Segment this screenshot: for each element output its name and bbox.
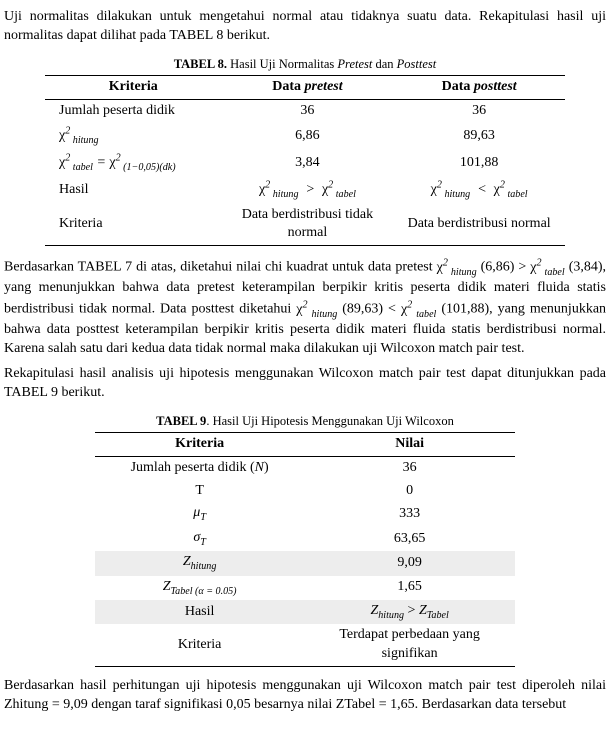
table8-hasil-post: χ2 hitung < χ2 tabel xyxy=(393,177,565,204)
table9-sigma-label: σT xyxy=(95,527,304,551)
table9-zhit-label: Zhitung xyxy=(95,551,304,575)
table9-h-kriteria: Kriteria xyxy=(95,432,304,456)
table8-title-mid: dan xyxy=(372,57,396,71)
chi-hitung-inline-2: χ2 hitung xyxy=(296,302,337,317)
table8-row-jumlah: Jumlah peserta didik 36 36 xyxy=(45,99,565,122)
table9-title-rest: . Hasil Uji Hipotesis Menggunakan Uji Wi… xyxy=(206,414,454,428)
table9-row-kriteria: Kriteria Terdapat perbedaan yang signifi… xyxy=(95,624,515,666)
table9-krit-val: Terdapat perbedaan yang signifikan xyxy=(304,624,515,666)
table8-row-chi-hitung: χ2 hitung 6,86 89,63 xyxy=(45,122,565,149)
table9-row-sigma: σT 63,65 xyxy=(95,527,515,551)
table9-krit-label: Kriteria xyxy=(95,624,304,666)
table9-n-val: 36 xyxy=(304,456,515,479)
table9-row-mu: μT 333 xyxy=(95,502,515,526)
table9-row-n: Jumlah peserta didik (N) 36 xyxy=(95,456,515,479)
table9-mu-val: 333 xyxy=(304,502,515,526)
table9-zhit-val: 9,09 xyxy=(304,551,515,575)
table9-row-t: T 0 xyxy=(95,480,515,503)
after-t8-a: Berdasarkan TABEL 7 di atas, diketahui n… xyxy=(4,260,437,275)
table8-chi-hitung-pre: 6,86 xyxy=(222,122,394,149)
table8-chi-tabel-label: χ2 tabel = χ2 (1−0,05)(dk) xyxy=(45,149,222,176)
table8-kriteria-pre: Data berdistribusi tidak normal xyxy=(222,204,394,246)
table8-jumlah-post: 36 xyxy=(393,99,565,122)
table9: Kriteria Nilai Jumlah peserta didik (N) … xyxy=(95,432,515,667)
table8: Kriteria Data pretest Data posttest Juml… xyxy=(45,75,565,247)
intro-paragraph: Uji normalitas dilakukan untuk mengetahu… xyxy=(4,8,606,46)
table9-n-label: Jumlah peserta didik (N) xyxy=(95,456,304,479)
table8-row-kriteria: Kriteria Data berdistribusi tidak normal… xyxy=(45,204,565,246)
table8-jumlah-pre: 36 xyxy=(222,99,394,122)
chi-tabel-inline-1: χ2 tabel xyxy=(530,260,564,275)
table9-t-val: 0 xyxy=(304,480,515,503)
table8-chi-hitung-post: 89,63 xyxy=(393,122,565,149)
table9-h-nilai: Nilai xyxy=(304,432,515,456)
table8-header-row: Kriteria Data pretest Data posttest xyxy=(45,75,565,99)
table9-hasil-label: Hasil xyxy=(95,600,304,624)
before-table9-paragraph: Rekapitulasi hasil analisis uji hipotesi… xyxy=(4,365,606,403)
table8-chi-tabel-pre: 3,84 xyxy=(222,149,394,176)
table9-row-hasil: Hasil Zhitung > ZTabel xyxy=(95,600,515,624)
chi-tabel-inline-2: χ2 tabel xyxy=(401,302,436,317)
table9-t-label: T xyxy=(95,480,304,503)
after-table8-paragraph: Berdasarkan TABEL 7 di atas, diketahui n… xyxy=(4,256,606,359)
table9-ztab-val: 1,65 xyxy=(304,576,515,600)
table8-chi-hitung-label: χ2 hitung xyxy=(45,122,222,149)
table8-row-hasil: Hasil χ2 hitung > χ2 tabel χ2 hitung < χ… xyxy=(45,177,565,204)
table8-chi-tabel-post: 101,88 xyxy=(393,149,565,176)
table8-title-prefix: TABEL 8. xyxy=(174,57,227,71)
after-table9-paragraph: Berdasarkan hasil perhitungan uji hipote… xyxy=(4,677,606,715)
table9-header-row: Kriteria Nilai xyxy=(95,432,515,456)
table9-row-zhitung: Zhitung 9,09 xyxy=(95,551,515,575)
table8-kriteria-label: Kriteria xyxy=(45,204,222,246)
table9-hasil-val: Zhitung > ZTabel xyxy=(304,600,515,624)
table8-title-italic1: Pretest xyxy=(337,57,372,71)
table8-h-pretest: Data pretest xyxy=(222,75,394,99)
table8-h-posttest: Data posttest xyxy=(393,75,565,99)
table8-title: TABEL 8. Hasil Uji Normalitas Pretest da… xyxy=(4,56,606,73)
table8-hasil-label: Hasil xyxy=(45,177,222,204)
table9-title-prefix: TABEL 9 xyxy=(156,414,206,428)
table9-row-ztabel: ZTabel (α = 0.05) 1,65 xyxy=(95,576,515,600)
after-t8-b: (6,86) > xyxy=(481,260,531,275)
table8-hasil-pre: χ2 hitung > χ2 tabel xyxy=(222,177,394,204)
table8-title-rest: Hasil Uji Normalitas xyxy=(227,57,337,71)
table8-row-chi-tabel: χ2 tabel = χ2 (1−0,05)(dk) 3,84 101,88 xyxy=(45,149,565,176)
after-t8-d: (89,63) < xyxy=(342,302,401,317)
table9-ztab-label: ZTabel (α = 0.05) xyxy=(95,576,304,600)
table8-title-italic2: Posttest xyxy=(397,57,437,71)
table8-h-kriteria: Kriteria xyxy=(45,75,222,99)
chi-hitung-inline-1: χ2 hitung xyxy=(437,260,477,275)
table9-sigma-val: 63,65 xyxy=(304,527,515,551)
table9-mu-label: μT xyxy=(95,502,304,526)
table9-title: TABEL 9. Hasil Uji Hipotesis Menggunakan… xyxy=(4,413,606,430)
table8-kriteria-post: Data berdistribusi normal xyxy=(393,204,565,246)
table8-jumlah-label: Jumlah peserta didik xyxy=(45,99,222,122)
